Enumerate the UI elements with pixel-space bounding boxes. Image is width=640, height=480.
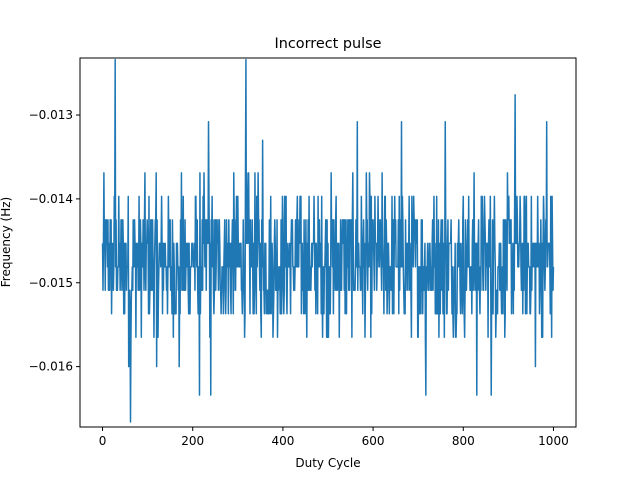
series-line	[101, 58, 555, 423]
y-tick-label: −0.015	[29, 276, 73, 290]
y-tick-label: −0.014	[29, 192, 73, 206]
x-tick-label: 800	[452, 434, 475, 448]
x-tick-label: 0	[99, 434, 107, 448]
x-tick-label: 400	[271, 434, 294, 448]
x-axis: 0 200 400 600 800 1000	[99, 427, 569, 448]
x-tick-label: 600	[362, 434, 385, 448]
y-axis-label: Frequency (Hz)	[0, 197, 13, 288]
chart-title: Incorrect pulse	[275, 36, 382, 52]
y-tick-label: −0.016	[29, 360, 73, 374]
y-axis: −0.016 −0.015 −0.014 −0.013	[29, 108, 80, 374]
x-tick-label: 1000	[538, 434, 569, 448]
x-tick-label: 200	[181, 434, 204, 448]
axes-frame	[79, 57, 577, 428]
y-tick-label: −0.013	[29, 108, 73, 122]
plot-area	[101, 58, 555, 423]
x-axis-label: Duty Cycle	[295, 456, 360, 470]
